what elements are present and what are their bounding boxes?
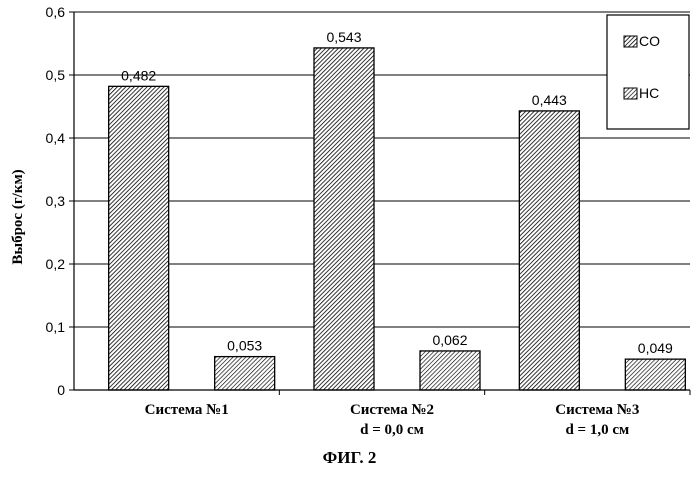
y-tick-label: 0,4 <box>46 130 66 146</box>
bar-hc <box>420 351 480 390</box>
x-category-label: Система №2 <box>350 402 434 418</box>
data-label: 0,062 <box>432 332 467 348</box>
bar-co <box>109 86 169 390</box>
x-category-label: Система №1 <box>145 402 229 418</box>
data-label: 0,053 <box>227 338 262 354</box>
y-tick-label: 0,3 <box>46 193 66 209</box>
x-category-label: d = 0,0 см <box>360 422 424 438</box>
x-category-label: d = 1,0 см <box>565 422 629 438</box>
x-axis-categories: Система №1 Система №2 d = 0,0 см Система №3… <box>145 402 640 438</box>
legend-swatch-co <box>624 36 637 47</box>
y-tick-label: 0,6 <box>46 4 66 20</box>
y-tick-label: 0 <box>57 382 65 398</box>
bar-hc <box>625 359 685 390</box>
legend: CO HC <box>607 15 689 129</box>
y-tick-label: 0,2 <box>46 256 66 272</box>
data-label: 0,543 <box>326 29 361 45</box>
bars <box>109 48 686 390</box>
legend-label-hc: HC <box>639 85 659 101</box>
bar-chart: 0 0,1 0,2 0,3 0,4 0,5 0,6 0,482 0,053 0,543 0,062… <box>0 0 699 445</box>
data-label: 0,482 <box>121 67 156 83</box>
data-label: 0,049 <box>638 340 673 356</box>
x-category-label: Система №3 <box>555 402 639 418</box>
bar-co <box>314 48 374 390</box>
y-axis-ticks: 0 0,1 0,2 0,3 0,4 0,5 0,6 <box>46 4 74 398</box>
bar-hc <box>215 357 275 390</box>
y-axis-label: Выброс (г/км) <box>10 169 26 264</box>
figure-caption: ФИГ. 2 <box>0 448 699 468</box>
legend-swatch-hc <box>624 88 637 99</box>
y-tick-label: 0,5 <box>46 67 66 83</box>
legend-label-co: CO <box>639 33 660 49</box>
data-label: 0,443 <box>532 92 567 108</box>
bar-co <box>519 111 579 390</box>
y-tick-label: 0,1 <box>46 319 66 335</box>
data-labels: 0,482 0,053 0,543 0,062 0,443 0,049 <box>121 29 673 356</box>
